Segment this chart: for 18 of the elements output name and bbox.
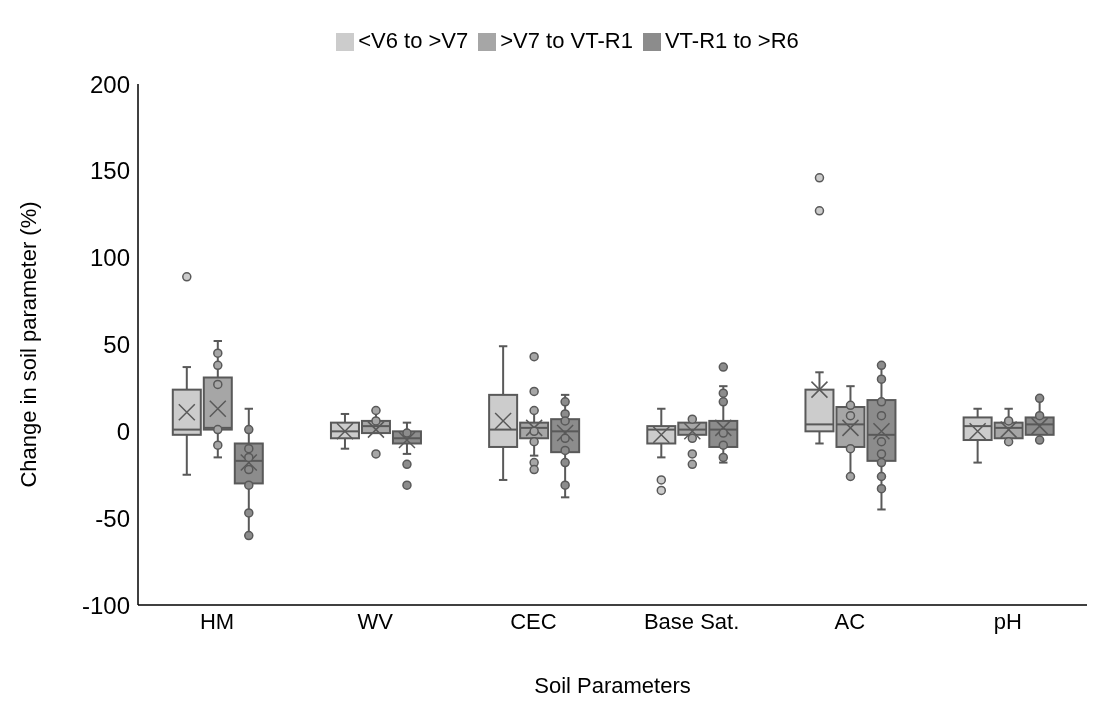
x-tick-label: WV bbox=[357, 608, 394, 634]
y-tick-label: 50 bbox=[103, 331, 130, 359]
x-tick-label: CEC bbox=[510, 608, 557, 634]
legend-label: <V6 to >V7 bbox=[358, 28, 469, 53]
y-tick-label: -50 bbox=[95, 504, 130, 532]
x-tick-label: AC bbox=[834, 608, 866, 634]
y-tick-label: 100 bbox=[89, 244, 130, 272]
legend-label: VT-R1 to >R6 bbox=[664, 28, 799, 53]
x-tick-label: Base Sat. bbox=[643, 608, 740, 634]
y-tick-label: 150 bbox=[89, 157, 130, 185]
x-axis-title: Soil Parameters bbox=[534, 672, 691, 698]
legend-label: >V7 to VT-R1 bbox=[500, 28, 633, 53]
y-tick-label: 0 bbox=[116, 417, 130, 445]
y-tick-label: -100 bbox=[81, 591, 130, 619]
x-tick-label: pH bbox=[993, 608, 1022, 634]
y-tick-label: 200 bbox=[89, 70, 130, 98]
y-axis-title: Change in soil parameter (%) bbox=[15, 201, 41, 488]
x-tick-label: HM bbox=[199, 608, 235, 634]
